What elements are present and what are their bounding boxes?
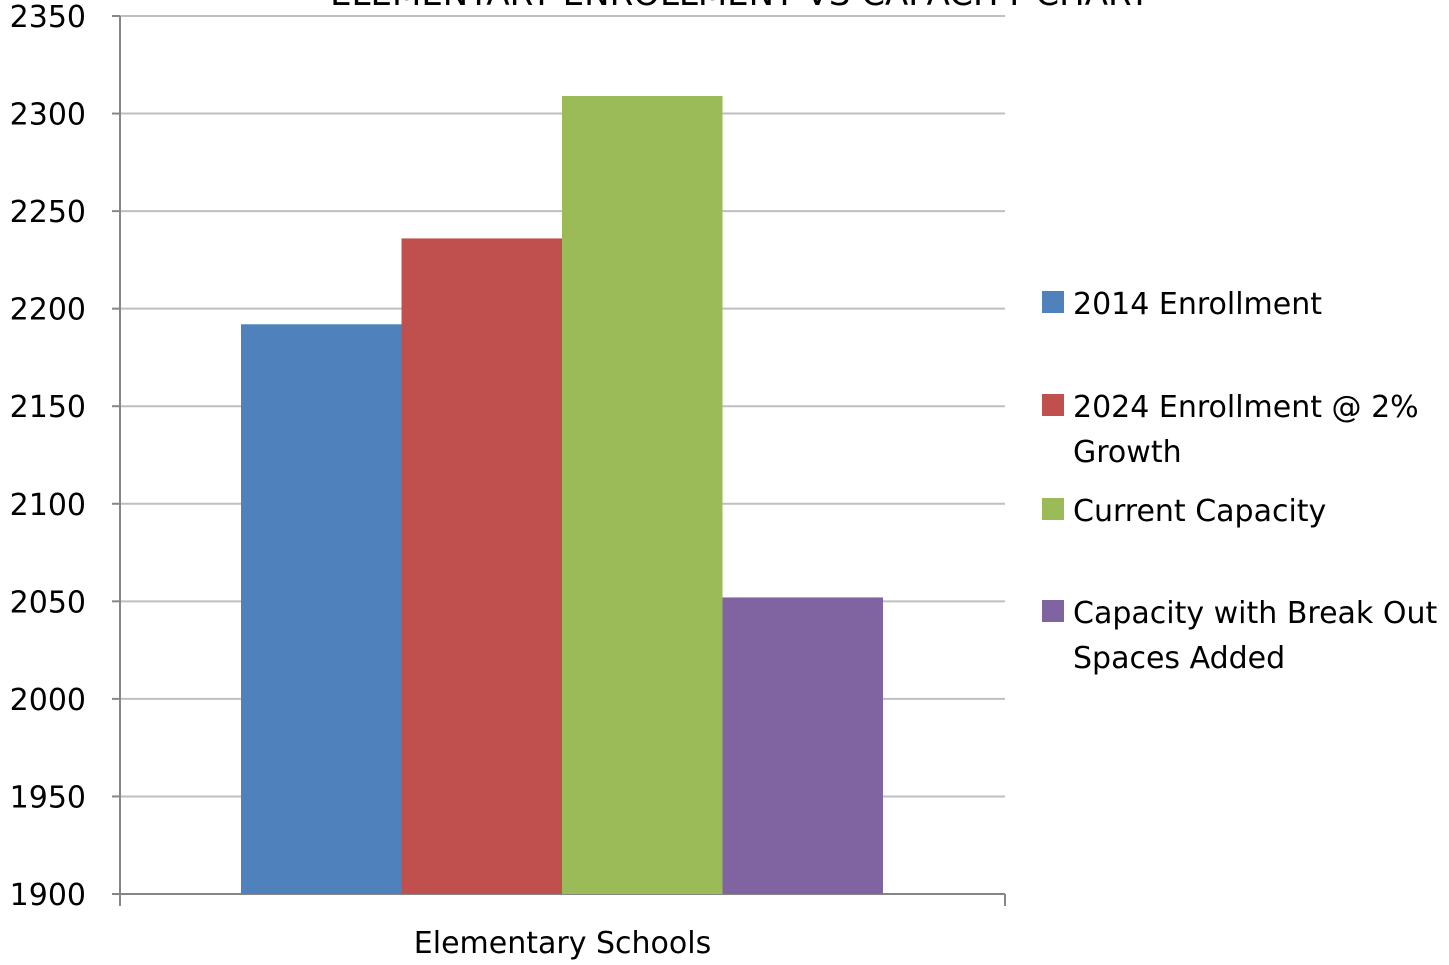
y-tick-label: 2150 xyxy=(10,390,86,425)
legend-item: Capacity with Break Out Spaces Added xyxy=(1042,596,1437,676)
legend-label: 2014 Enrollment xyxy=(1073,287,1322,322)
y-tick-label: 2350 xyxy=(10,0,86,35)
legend-swatch xyxy=(1042,291,1064,313)
bar-2014-enrollment xyxy=(241,324,402,895)
legend-item: Current Capacity xyxy=(1042,494,1326,529)
y-tick-label: 1950 xyxy=(10,780,86,815)
legend-item: 2014 Enrollment xyxy=(1042,287,1322,322)
chart-title: ELEMENTARY ENROLLMENT VS CAPACITY CHART xyxy=(330,0,1150,14)
bars xyxy=(241,95,883,895)
x-category-label: Elementary Schools xyxy=(414,926,711,961)
y-tick-label: 2200 xyxy=(10,293,86,328)
legend-label: Current Capacity xyxy=(1073,494,1326,529)
bar-2024-enrollment-2-growth xyxy=(401,238,562,895)
bar-capacity-with-break-out-spaces-added xyxy=(722,597,883,894)
y-tick-label: 2250 xyxy=(10,195,86,230)
bar-current-capacity xyxy=(562,95,723,895)
legend-swatch xyxy=(1042,394,1064,416)
y-tick-label: 2300 xyxy=(10,98,86,133)
y-tick-label: 1900 xyxy=(10,878,86,913)
legend-item: 2024 Enrollment @ 2% Growth xyxy=(1042,390,1419,470)
legend-label: Capacity with Break Out Spaces Added xyxy=(1073,596,1437,676)
legend-swatch xyxy=(1042,600,1064,622)
legend: 2014 Enrollment 2024 Enrollment @ 2% Growt… xyxy=(1042,287,1437,676)
legend-label: 2024 Enrollment @ 2% Growth xyxy=(1073,390,1419,470)
legend-swatch xyxy=(1042,498,1064,520)
y-tick-label: 2000 xyxy=(10,683,86,718)
y-tick-label: 2100 xyxy=(10,488,86,523)
y-tick-labels: 1900 1950 2000 2050 2100 2150 2200 2250 2300 2350 xyxy=(10,0,86,913)
y-tick-label: 2050 xyxy=(10,585,86,620)
